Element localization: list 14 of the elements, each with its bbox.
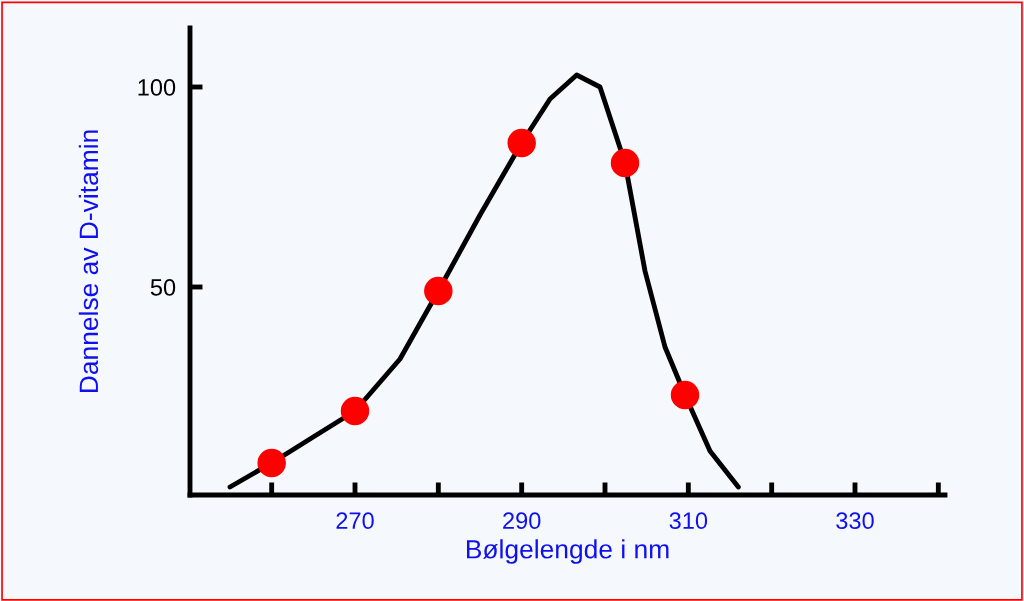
point xyxy=(424,276,453,306)
x-tick-label: 330 xyxy=(836,512,874,530)
y-axis-title: Dannelse av D-vitamin xyxy=(78,130,99,393)
x-axis-title: Bølgelengde i nm xyxy=(466,539,669,564)
point xyxy=(670,380,700,410)
x-tick-label: 270 xyxy=(336,512,374,530)
y-tick-label: 50 xyxy=(150,279,176,296)
point xyxy=(610,148,640,178)
point xyxy=(507,128,536,158)
x-tick-label: 310 xyxy=(669,512,708,530)
y-tick-label: 100 xyxy=(138,79,176,96)
x-tick-label: 290 xyxy=(503,512,541,530)
point xyxy=(257,448,286,478)
point xyxy=(340,396,370,426)
